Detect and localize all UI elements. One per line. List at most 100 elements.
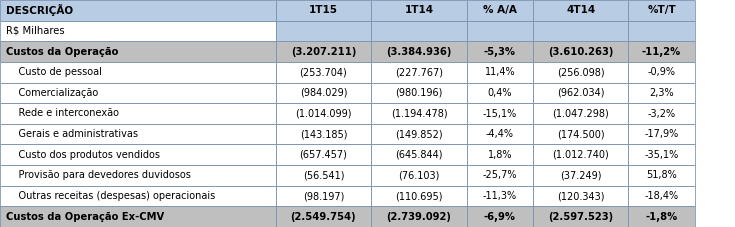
Bar	[371, 165, 467, 186]
Text: Comercialização: Comercialização	[6, 88, 98, 98]
Bar	[628, 206, 695, 227]
Text: % A/A: % A/A	[483, 5, 517, 15]
Bar	[628, 21, 695, 41]
Text: (110.695): (110.695)	[395, 191, 442, 201]
Text: Custos da Operação Ex-CMV: Custos da Operação Ex-CMV	[6, 212, 164, 222]
Bar	[0, 21, 276, 41]
Text: (2.739.092): (2.739.092)	[387, 212, 451, 222]
Bar	[533, 124, 628, 144]
Text: (984.029): (984.029)	[300, 88, 347, 98]
Bar	[371, 186, 467, 206]
Text: (962.034): (962.034)	[557, 88, 604, 98]
Bar	[628, 0, 695, 21]
Text: -18,4%: -18,4%	[645, 191, 678, 201]
Text: (56.541): (56.541)	[303, 170, 344, 180]
Bar	[467, 186, 533, 206]
Bar	[533, 186, 628, 206]
Bar	[533, 21, 628, 41]
Text: Custo de pessoal: Custo de pessoal	[6, 67, 101, 77]
Text: DESCRIÇÃO: DESCRIÇÃO	[6, 4, 73, 16]
Text: -4,4%: -4,4%	[486, 129, 514, 139]
Bar	[467, 103, 533, 124]
Text: (76.103): (76.103)	[398, 170, 440, 180]
Text: -6,9%: -6,9%	[484, 212, 516, 222]
Text: 1T14: 1T14	[404, 5, 434, 15]
Text: -17,9%: -17,9%	[645, 129, 678, 139]
Bar	[371, 103, 467, 124]
Text: Custos da Operação: Custos da Operação	[6, 47, 118, 57]
Text: (1.047.298): (1.047.298)	[552, 109, 609, 118]
Bar	[276, 62, 371, 83]
Bar	[628, 124, 695, 144]
Text: (253.704): (253.704)	[300, 67, 347, 77]
Text: (1.012.740): (1.012.740)	[552, 150, 609, 160]
Bar	[533, 62, 628, 83]
Text: 1T15: 1T15	[309, 5, 338, 15]
Bar	[371, 41, 467, 62]
Bar	[0, 186, 276, 206]
Bar	[371, 21, 467, 41]
Text: (980.196): (980.196)	[395, 88, 442, 98]
Bar	[467, 0, 533, 21]
Bar	[533, 103, 628, 124]
Bar	[467, 21, 533, 41]
Bar	[276, 83, 371, 103]
Bar	[533, 206, 628, 227]
Bar	[533, 83, 628, 103]
Text: (2.549.754): (2.549.754)	[290, 212, 356, 222]
Bar	[371, 62, 467, 83]
Text: 11,4%: 11,4%	[484, 67, 515, 77]
Bar	[467, 83, 533, 103]
Text: (657.457): (657.457)	[299, 150, 348, 160]
Text: -11,3%: -11,3%	[483, 191, 517, 201]
Text: Provisão para devedores duvidosos: Provisão para devedores duvidosos	[6, 170, 191, 180]
Text: (227.767): (227.767)	[395, 67, 443, 77]
Text: (174.500): (174.500)	[557, 129, 604, 139]
Text: 4T14: 4T14	[566, 5, 595, 15]
Bar	[371, 83, 467, 103]
Bar	[0, 103, 276, 124]
Text: (1.194.478): (1.194.478)	[390, 109, 448, 118]
Bar	[276, 144, 371, 165]
Text: -15,1%: -15,1%	[483, 109, 517, 118]
Text: %T/T: %T/T	[647, 5, 676, 15]
Bar	[276, 41, 371, 62]
Bar	[371, 0, 467, 21]
Text: (120.343): (120.343)	[557, 191, 604, 201]
Text: -5,3%: -5,3%	[484, 47, 516, 57]
Bar	[628, 41, 695, 62]
Text: (256.098): (256.098)	[557, 67, 604, 77]
Bar	[628, 103, 695, 124]
Text: (3.207.211): (3.207.211)	[291, 47, 356, 57]
Bar	[628, 186, 695, 206]
Bar	[533, 144, 628, 165]
Bar	[0, 165, 276, 186]
Bar	[0, 0, 276, 21]
Bar	[0, 41, 276, 62]
Bar	[467, 144, 533, 165]
Bar	[0, 144, 276, 165]
Bar	[371, 206, 467, 227]
Text: -11,2%: -11,2%	[642, 47, 681, 57]
Text: -1,8%: -1,8%	[645, 212, 678, 222]
Bar	[533, 0, 628, 21]
Text: -3,2%: -3,2%	[648, 109, 675, 118]
Bar	[467, 41, 533, 62]
Bar	[371, 144, 467, 165]
Bar	[467, 165, 533, 186]
Text: 51,8%: 51,8%	[646, 170, 677, 180]
Bar	[628, 62, 695, 83]
Text: -0,9%: -0,9%	[648, 67, 675, 77]
Text: (3.384.936): (3.384.936)	[387, 47, 451, 57]
Bar	[467, 206, 533, 227]
Bar	[276, 0, 371, 21]
Text: Custo dos produtos vendidos: Custo dos produtos vendidos	[6, 150, 160, 160]
Bar	[533, 41, 628, 62]
Bar	[276, 206, 371, 227]
Bar	[276, 165, 371, 186]
Bar	[276, 103, 371, 124]
Text: 0,4%: 0,4%	[487, 88, 512, 98]
Bar	[276, 21, 371, 41]
Bar	[628, 165, 695, 186]
Text: -35,1%: -35,1%	[645, 150, 678, 160]
